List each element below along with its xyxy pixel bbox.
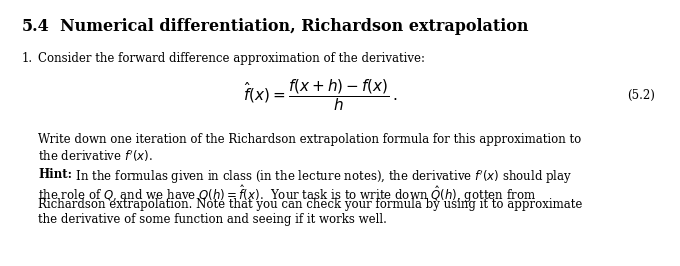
Text: 5.4: 5.4: [22, 18, 50, 35]
Text: Numerical differentiation, Richardson extrapolation: Numerical differentiation, Richardson ex…: [60, 18, 528, 35]
Text: $\hat{f}(x) = \dfrac{f(x+h) - f(x)}{h}\,.$: $\hat{f}(x) = \dfrac{f(x+h) - f(x)}{h}\,…: [243, 77, 397, 113]
Text: Consider the forward difference approximation of the derivative:: Consider the forward difference approxim…: [38, 52, 425, 65]
Text: 1.: 1.: [22, 52, 33, 65]
Text: Richardson extrapolation. Note that you can check your formula by using it to ap: Richardson extrapolation. Note that you …: [38, 198, 582, 211]
Text: In the formulas given in class (in the lecture notes), the derivative $f'(x)$ sh: In the formulas given in class (in the l…: [72, 168, 573, 185]
Text: (5.2): (5.2): [627, 89, 655, 102]
Text: the derivative $f'(x)$.: the derivative $f'(x)$.: [38, 148, 153, 164]
Text: the derivative of some function and seeing if it works well.: the derivative of some function and seei…: [38, 213, 387, 226]
Text: Write down one iteration of the Richardson extrapolation formula for this approx: Write down one iteration of the Richards…: [38, 133, 581, 146]
Text: Hint:: Hint:: [38, 168, 72, 181]
Text: the role of $Q$, and we have $Q(h) = \hat{f}(x)$.  Your task is to write down $\: the role of $Q$, and we have $Q(h) = \ha…: [38, 183, 536, 205]
